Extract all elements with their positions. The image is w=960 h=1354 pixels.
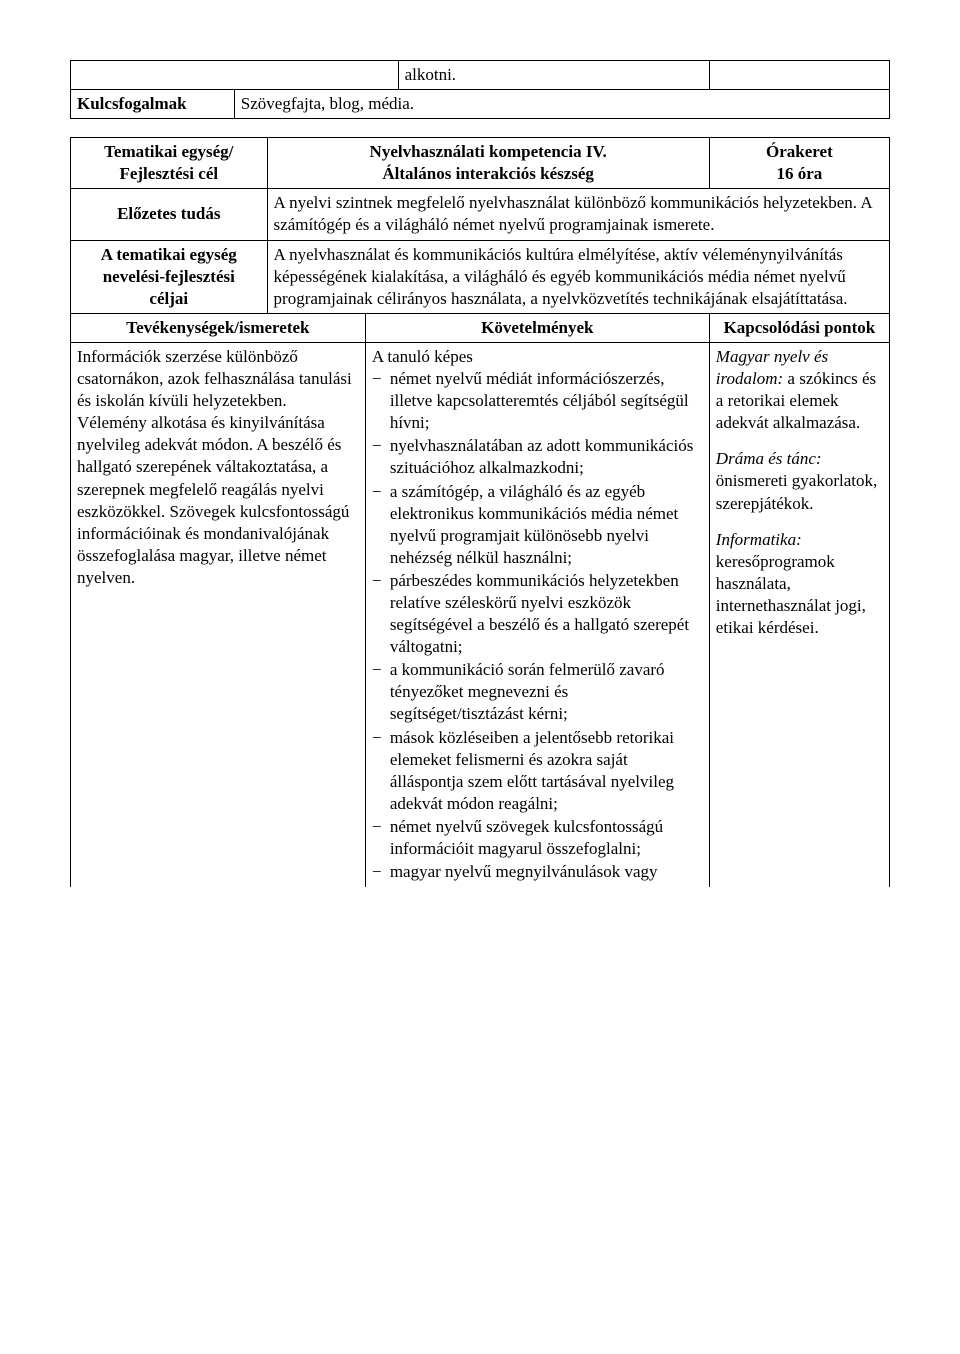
header-right-line2: 16 óra — [777, 164, 823, 183]
colhdr-requirements: Követelmények — [365, 313, 709, 342]
top-empty-right — [709, 61, 889, 90]
row-prereq: Előzetes tudás A nyelvi szintnek megfele… — [71, 189, 890, 240]
colhdr-connections: Kapcsolódási pontok — [709, 313, 889, 342]
req-item: mások közléseiben a jelentősebb retorika… — [390, 727, 703, 815]
prereq-text: A nyelvi szintnek megfelelő nyelvhasznál… — [267, 189, 889, 240]
main-header-row: Tematikai egység/ Fejlesztési cél Nyelvh… — [71, 138, 890, 189]
top-table: alkotni. Kulcsfogalmak Szövegfajta, blog… — [70, 60, 890, 119]
conn-p3: Informatika: keresőprogramok használata,… — [716, 529, 883, 639]
conn-p3-text: keresőprogramok használata, internethasz… — [716, 552, 866, 637]
goals-label-3: céljai — [149, 289, 188, 308]
header-left-line1: Tematikai egység/ — [104, 142, 233, 161]
header-mid-line1: Nyelvhasználati kompetencia IV. — [370, 142, 607, 161]
body-activities: Információk szerzése különböző csatornák… — [71, 342, 366, 887]
req-item: a számítógép, a világháló és az egyéb el… — [390, 481, 703, 569]
req-item: német nyelvű szövegek kulcsfontosságú in… — [390, 816, 703, 860]
header-left: Tematikai egység/ Fejlesztési cél — [71, 138, 268, 189]
req-item: a kommunikáció során felmerülő zavaró té… — [390, 659, 703, 725]
row-goals: A tematikai egység nevelési-fejlesztési … — [71, 240, 890, 313]
conn-p2-label: Dráma és tánc: — [716, 449, 822, 468]
conn-p2-text: önismereti gyakorlatok, szerepjátékok. — [716, 471, 877, 512]
top-empty-left — [71, 61, 399, 90]
header-left-line2: Fejlesztési cél — [119, 164, 218, 183]
top-row-1: alkotni. — [71, 61, 890, 90]
req-list: német nyelvű médiát információszerzés, i… — [372, 368, 703, 883]
req-item: párbeszédes kommunikációs helyzetekben r… — [390, 570, 703, 658]
row-col-headers: Tevékenységek/ismeretek Követelmények Ka… — [71, 313, 890, 342]
req-item: nyelvhasználatában az adott kommunikáció… — [390, 435, 703, 479]
goals-label-2: nevelési-fejlesztési — [103, 267, 235, 286]
body-connections: Magyar nyelv és irodalom: a szókincs és … — [709, 342, 889, 887]
row-body: Információk szerzése különböző csatornák… — [71, 342, 890, 887]
req-item: magyar nyelvű megnyilvánulások vagy — [390, 861, 703, 883]
header-right: Órakeret 16 óra — [709, 138, 889, 189]
key-concepts-value: Szövegfajta, blog, média. — [234, 90, 889, 119]
header-right-line1: Órakeret — [766, 142, 833, 161]
conn-p1: Magyar nyelv és irodalom: a szókincs és … — [716, 346, 883, 434]
body-requirements: A tanuló képes német nyelvű médiát infor… — [365, 342, 709, 887]
prereq-label: Előzetes tudás — [71, 189, 268, 240]
top-row-key: Kulcsfogalmak Szövegfajta, blog, média. — [71, 90, 890, 119]
key-concepts-label: Kulcsfogalmak — [71, 90, 235, 119]
req-item: német nyelvű médiát információszerzés, i… — [390, 368, 703, 434]
colhdr-activities: Tevékenységek/ismeretek — [71, 313, 366, 342]
conn-p2: Dráma és tánc: önismereti gyakorlatok, s… — [716, 448, 883, 514]
top-cell-alkotni: alkotni. — [398, 61, 709, 90]
req-intro: A tanuló képes — [372, 347, 473, 366]
conn-p3-label: Informatika: — [716, 530, 802, 549]
goals-label-1: A tematikai egység — [101, 245, 237, 264]
main-table: Tematikai egység/ Fejlesztési cél Nyelvh… — [70, 137, 890, 887]
goals-label: A tematikai egység nevelési-fejlesztési … — [71, 240, 268, 313]
header-mid-line2: Általános interakciós készség — [382, 164, 594, 183]
goals-text: A nyelvhasználat és kommunikációs kultúr… — [267, 240, 889, 313]
header-mid: Nyelvhasználati kompetencia IV. Általáno… — [267, 138, 709, 189]
